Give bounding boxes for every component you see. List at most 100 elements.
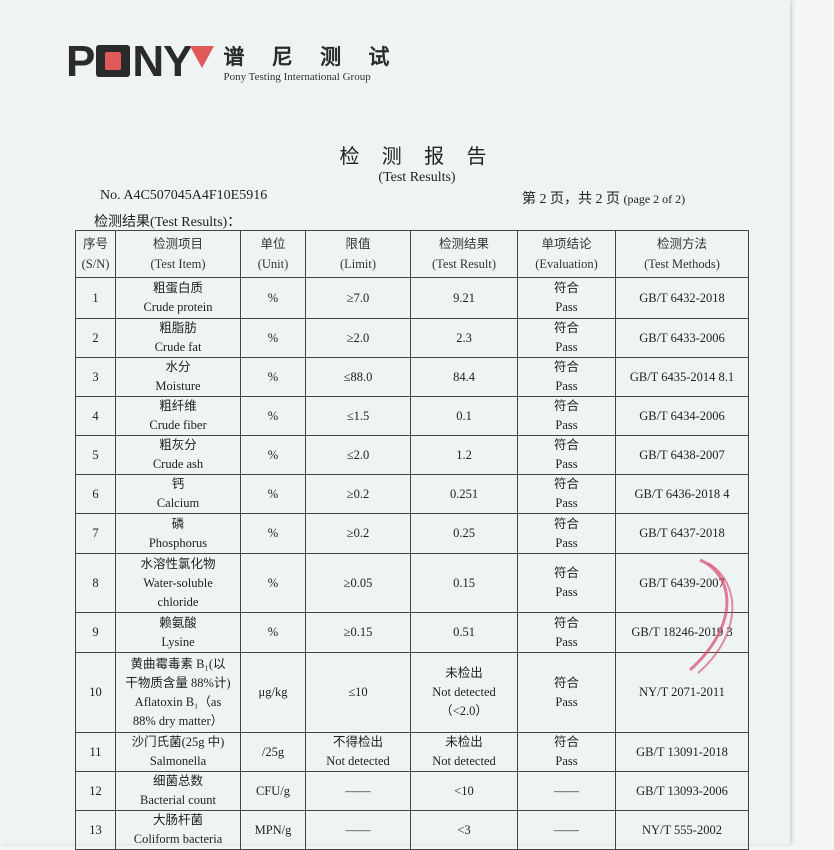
cell-limit: —— <box>305 771 411 811</box>
eval-line: Pass <box>555 694 578 709</box>
cell-sn: 9 <box>75 612 116 653</box>
cell-result: 2.3 <box>410 318 518 358</box>
item-line: Lysine <box>161 634 195 649</box>
cell-unit: % <box>240 612 306 653</box>
column-header: 检测结果 (Test Result) <box>410 230 518 278</box>
eval-line: 符合 <box>553 360 579 374</box>
cell-method: GB/T 6434-2006 <box>615 396 749 436</box>
cell-item: 粗脂肪 Crude fat <box>115 318 241 358</box>
cell-method: GB/T 6436-2018 4 <box>615 474 749 514</box>
eval-line: Pass <box>555 418 578 432</box>
item-line: Crude fiber <box>149 418 207 432</box>
item-line: 钙 <box>171 477 185 491</box>
cell-limit: ≤88.0 <box>305 357 411 397</box>
eval-line: Pass <box>555 535 578 550</box>
cell-eval: —— <box>517 771 616 811</box>
eval-line: 符合 <box>553 615 579 630</box>
item-line: Water-soluble <box>143 575 213 590</box>
cell-result: 0.15 <box>410 553 518 613</box>
cell-method: GB/T 6432-2018 <box>615 277 749 319</box>
cell-method: GB/T 6433-2006 <box>615 318 749 358</box>
item-line: Salmonella <box>149 754 207 768</box>
cell-method: GB/T 6435-2014 8.1 <box>615 357 749 397</box>
eval-line: 符合 <box>553 321 579 335</box>
cell-sn: 6 <box>75 474 116 514</box>
cell-method: NY/T 555-2002 <box>615 810 749 850</box>
cell-unit: % <box>240 318 306 358</box>
limit-line: —— <box>345 822 371 837</box>
cell-result: 0.251 <box>410 474 518 514</box>
table-row: 4 粗纤维 Crude fiber% ≤1.5 0.1 符合 Pass GB/T 6434-2… <box>75 396 749 436</box>
column-header: 序号 (S/N) <box>75 230 116 278</box>
eval-line: 符合 <box>553 281 579 295</box>
cell-unit: MPN/g <box>240 810 306 850</box>
cell-result: <3 <box>410 810 518 850</box>
report-subtitle: (Test Results) <box>378 170 456 185</box>
result-line: 2.3 <box>456 330 472 345</box>
header-line: (S/N) <box>81 257 110 271</box>
cell-eval: 符合 Pass <box>517 553 616 613</box>
result-line: 84.4 <box>453 369 475 384</box>
limit-line: ≥7.0 <box>346 290 370 305</box>
page-info-en: (page 2 of 2) <box>623 192 686 206</box>
cell-limit: ≥2.0 <box>305 318 411 358</box>
result-line: 9.21 <box>453 290 475 305</box>
header-line: (Unit) <box>257 257 289 271</box>
cell-item: 粗纤维 Crude fiber <box>115 396 241 436</box>
eval-line: 符合 <box>553 735 579 749</box>
column-header: 单位 (Unit) <box>240 230 306 278</box>
table-row: 5 粗灰分 Crude ash% ≤2.0 1.2 符合 Pass GB/T 6438-200… <box>75 435 749 475</box>
header-line: (Test Methods) <box>644 257 720 271</box>
cell-method: GB/T 6437-2018 <box>615 513 749 554</box>
cell-limit: 不得检出 Not detected <box>305 732 411 772</box>
item-line: chloride <box>157 594 199 609</box>
cell-method: GB/T 13091-2018 <box>615 732 749 772</box>
eval-line: —— <box>554 783 579 798</box>
eval-line: Pass <box>555 754 578 768</box>
cell-unit: CFU/g <box>240 771 306 811</box>
cell-sn: 11 <box>75 732 116 772</box>
eval-line: Pass <box>555 496 578 510</box>
table-row: 2 粗脂肪 Crude fat% ≥2.0 2.3 符合 Pass GB/T 6433-200… <box>75 318 749 358</box>
limit-line: Not detected <box>326 754 390 768</box>
item-line: 88% dry matter） <box>132 713 224 728</box>
cell-unit: % <box>240 357 306 397</box>
cell-result: 未检出 Not detected （<2.0） <box>410 652 518 733</box>
item-line: 黄曲霉毒素 B₁(以 <box>130 656 226 671</box>
cell-limit: ≤2.0 <box>305 435 411 475</box>
header-line: 检测方法 <box>656 237 707 251</box>
header-line: (Test Item) <box>150 257 206 271</box>
cell-eval: 符合 Pass <box>517 277 616 319</box>
table-row: 1 粗蛋白质 Crude protein% ≥7.0 9.21 符合 Pass GB/T 64… <box>75 277 749 319</box>
cell-eval: 符合 Pass <box>517 513 616 554</box>
limit-line: ≤88.0 <box>343 369 373 384</box>
cell-method: GB/T 13093-2006 <box>615 771 749 811</box>
table-row: 6 钙 Calcium% ≥0.2 0.251 符合 Pass GB/T 6436-2018 … <box>75 474 749 514</box>
logo-triangle-icon <box>189 46 214 68</box>
column-header: 限值 (Limit) <box>305 230 411 278</box>
result-line: 0.1 <box>456 408 472 423</box>
limit-line: ≤2.0 <box>346 447 370 462</box>
cell-result: 未检出 Not detected <box>410 732 518 772</box>
item-line: 干物质含量 88%计) <box>125 675 231 690</box>
column-header: 单项结论 (Evaluation) <box>517 230 616 278</box>
table-row: 13 大肠杆菌 Coliform bacteria MPN/g —— <3 —— NY/T 5… <box>75 810 749 850</box>
header-line: (Test Result) <box>431 257 497 271</box>
eval-line: 符合 <box>553 516 579 531</box>
section-label: 检测结果(Test Results)： <box>94 215 242 230</box>
logo-cn-name: 谱 尼 测 试 <box>223 45 400 69</box>
limit-line: ≥0.2 <box>346 486 370 501</box>
result-line: 0.15 <box>453 575 475 590</box>
cell-eval: 符合 Pass <box>517 357 616 397</box>
item-line: 细菌总数 <box>152 774 203 788</box>
report-page: P NY 谱 尼 测 试 Pony Testing International G… <box>66 37 749 850</box>
logo-wordmark: P NY <box>66 37 193 86</box>
result-line: （<2.0） <box>440 704 488 718</box>
header-line: 检测项目 <box>152 237 203 251</box>
cell-eval: 符合 Pass <box>517 396 616 436</box>
cell-item: 水分 Moisture <box>115 357 241 397</box>
cell-unit: % <box>240 474 306 514</box>
logo-en-name: Pony Testing International Group <box>223 71 371 83</box>
cell-method: GB/T 18246-2019 3 <box>615 612 749 653</box>
item-line: 粗灰分 <box>159 438 197 452</box>
